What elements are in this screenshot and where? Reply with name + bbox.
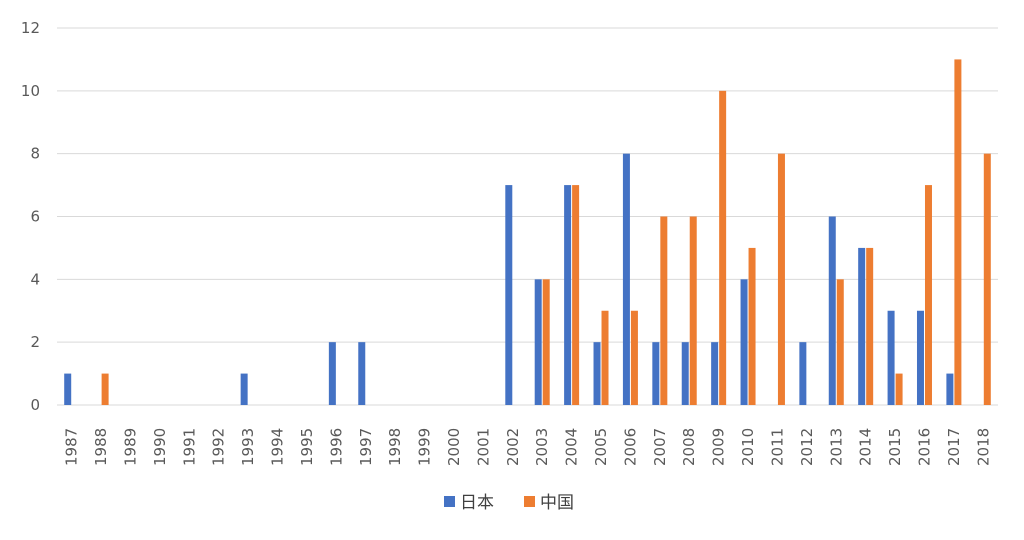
- x-tick-label: 2000: [445, 428, 463, 466]
- bar-china-2007: [660, 216, 668, 405]
- bar-japan-2007: [652, 342, 660, 405]
- bar-china-2008: [689, 216, 697, 405]
- x-tick-label: 2017: [945, 428, 963, 466]
- x-tick-label: 2003: [533, 428, 551, 466]
- x-tick-label: 1991: [180, 428, 198, 466]
- bar-china-2010: [748, 247, 756, 405]
- x-tick-label: 1998: [386, 428, 404, 466]
- bar-japan-2006: [622, 153, 630, 405]
- x-tick-label: 1993: [239, 428, 257, 466]
- legend: 日本 中国: [444, 493, 574, 513]
- bar-china-2004: [572, 185, 580, 405]
- bar-japan-2015: [887, 310, 895, 405]
- x-tick-label: 2001: [474, 428, 492, 466]
- legend-label-china: 中国: [540, 493, 574, 513]
- y-tick-label: 12: [21, 19, 40, 37]
- x-tick-label: 2018: [974, 428, 992, 466]
- x-tick-label: 1994: [269, 428, 287, 466]
- x-axis-ticks: 1987 1988 1989 1990 1991 1992 1993 1994 1995 1996…: [63, 428, 993, 466]
- y-tick-label: 8: [30, 145, 40, 163]
- bar-japan-1996: [328, 342, 336, 405]
- x-tick-label: 1992: [210, 428, 228, 466]
- y-axis-ticks: 0 2 4 6 8 10 12: [21, 19, 40, 414]
- bar-china-2014: [866, 247, 874, 405]
- x-tick-label: 1999: [416, 428, 434, 466]
- bar-china-2006: [630, 310, 638, 405]
- bar-china-2005: [601, 310, 609, 405]
- bar-japan-2004: [564, 185, 572, 405]
- legend-swatch-japan: [444, 496, 455, 507]
- bar-japan-2012: [799, 342, 807, 405]
- x-tick-label: 2007: [651, 428, 669, 466]
- bar-japan-1997: [358, 342, 366, 405]
- x-tick-label: 1995: [298, 428, 316, 466]
- x-tick-label: 2005: [592, 428, 610, 466]
- legend-swatch-china: [524, 496, 535, 507]
- x-tick-label: 2002: [504, 428, 522, 466]
- x-tick-label: 2015: [886, 428, 904, 466]
- y-tick-label: 10: [21, 82, 40, 100]
- bar-china-1988: [101, 373, 109, 405]
- bar-japan-2008: [681, 342, 689, 405]
- bar-china-2009: [719, 90, 727, 405]
- bar-china-2011: [777, 153, 785, 405]
- x-tick-label: 2010: [739, 428, 757, 466]
- x-tick-label: 2012: [798, 428, 816, 466]
- bar-china-2018: [983, 153, 991, 405]
- y-tick-label: 6: [30, 208, 40, 226]
- x-tick-label: 2008: [680, 428, 698, 466]
- bar-japan-2017: [946, 373, 954, 405]
- legend-label-japan: 日本: [460, 493, 494, 513]
- y-tick-label: 2: [30, 333, 40, 351]
- x-tick-label: 2014: [857, 428, 875, 466]
- bar-japan-2010: [740, 279, 748, 405]
- x-tick-label: 1997: [357, 428, 375, 466]
- bar-china-2017: [954, 59, 962, 406]
- x-tick-label: 1996: [327, 428, 345, 466]
- y-tick-label: 4: [30, 270, 40, 288]
- x-tick-label: 2011: [768, 428, 786, 466]
- bar-japan-1987: [64, 373, 72, 405]
- x-tick-label: 2006: [621, 428, 639, 466]
- x-tick-label: 2009: [710, 428, 728, 466]
- x-tick-label: 1988: [92, 428, 110, 466]
- bar-china-2015: [895, 373, 903, 405]
- bar-japan-2014: [858, 247, 866, 405]
- x-tick-label: 1989: [122, 428, 140, 466]
- bars: [64, 59, 991, 406]
- y-tick-label: 0: [30, 396, 40, 414]
- x-tick-label: 1990: [151, 428, 169, 466]
- x-tick-label: 1987: [63, 428, 81, 466]
- bar-china-2016: [924, 185, 932, 405]
- bar-japan-2016: [916, 310, 924, 405]
- x-tick-label: 2004: [563, 428, 581, 466]
- bar-japan-2009: [711, 342, 719, 405]
- bar-china-2003: [542, 279, 550, 405]
- bar-china-2013: [836, 279, 844, 405]
- bar-japan-2013: [828, 216, 836, 405]
- bar-japan-1993: [240, 373, 248, 405]
- x-tick-label: 2016: [915, 428, 933, 466]
- gridlines: [57, 27, 998, 406]
- bar-japan-2003: [534, 279, 542, 405]
- bar-japan-2005: [593, 342, 601, 405]
- bar-japan-2002: [505, 185, 513, 405]
- x-tick-label: 2013: [827, 428, 845, 466]
